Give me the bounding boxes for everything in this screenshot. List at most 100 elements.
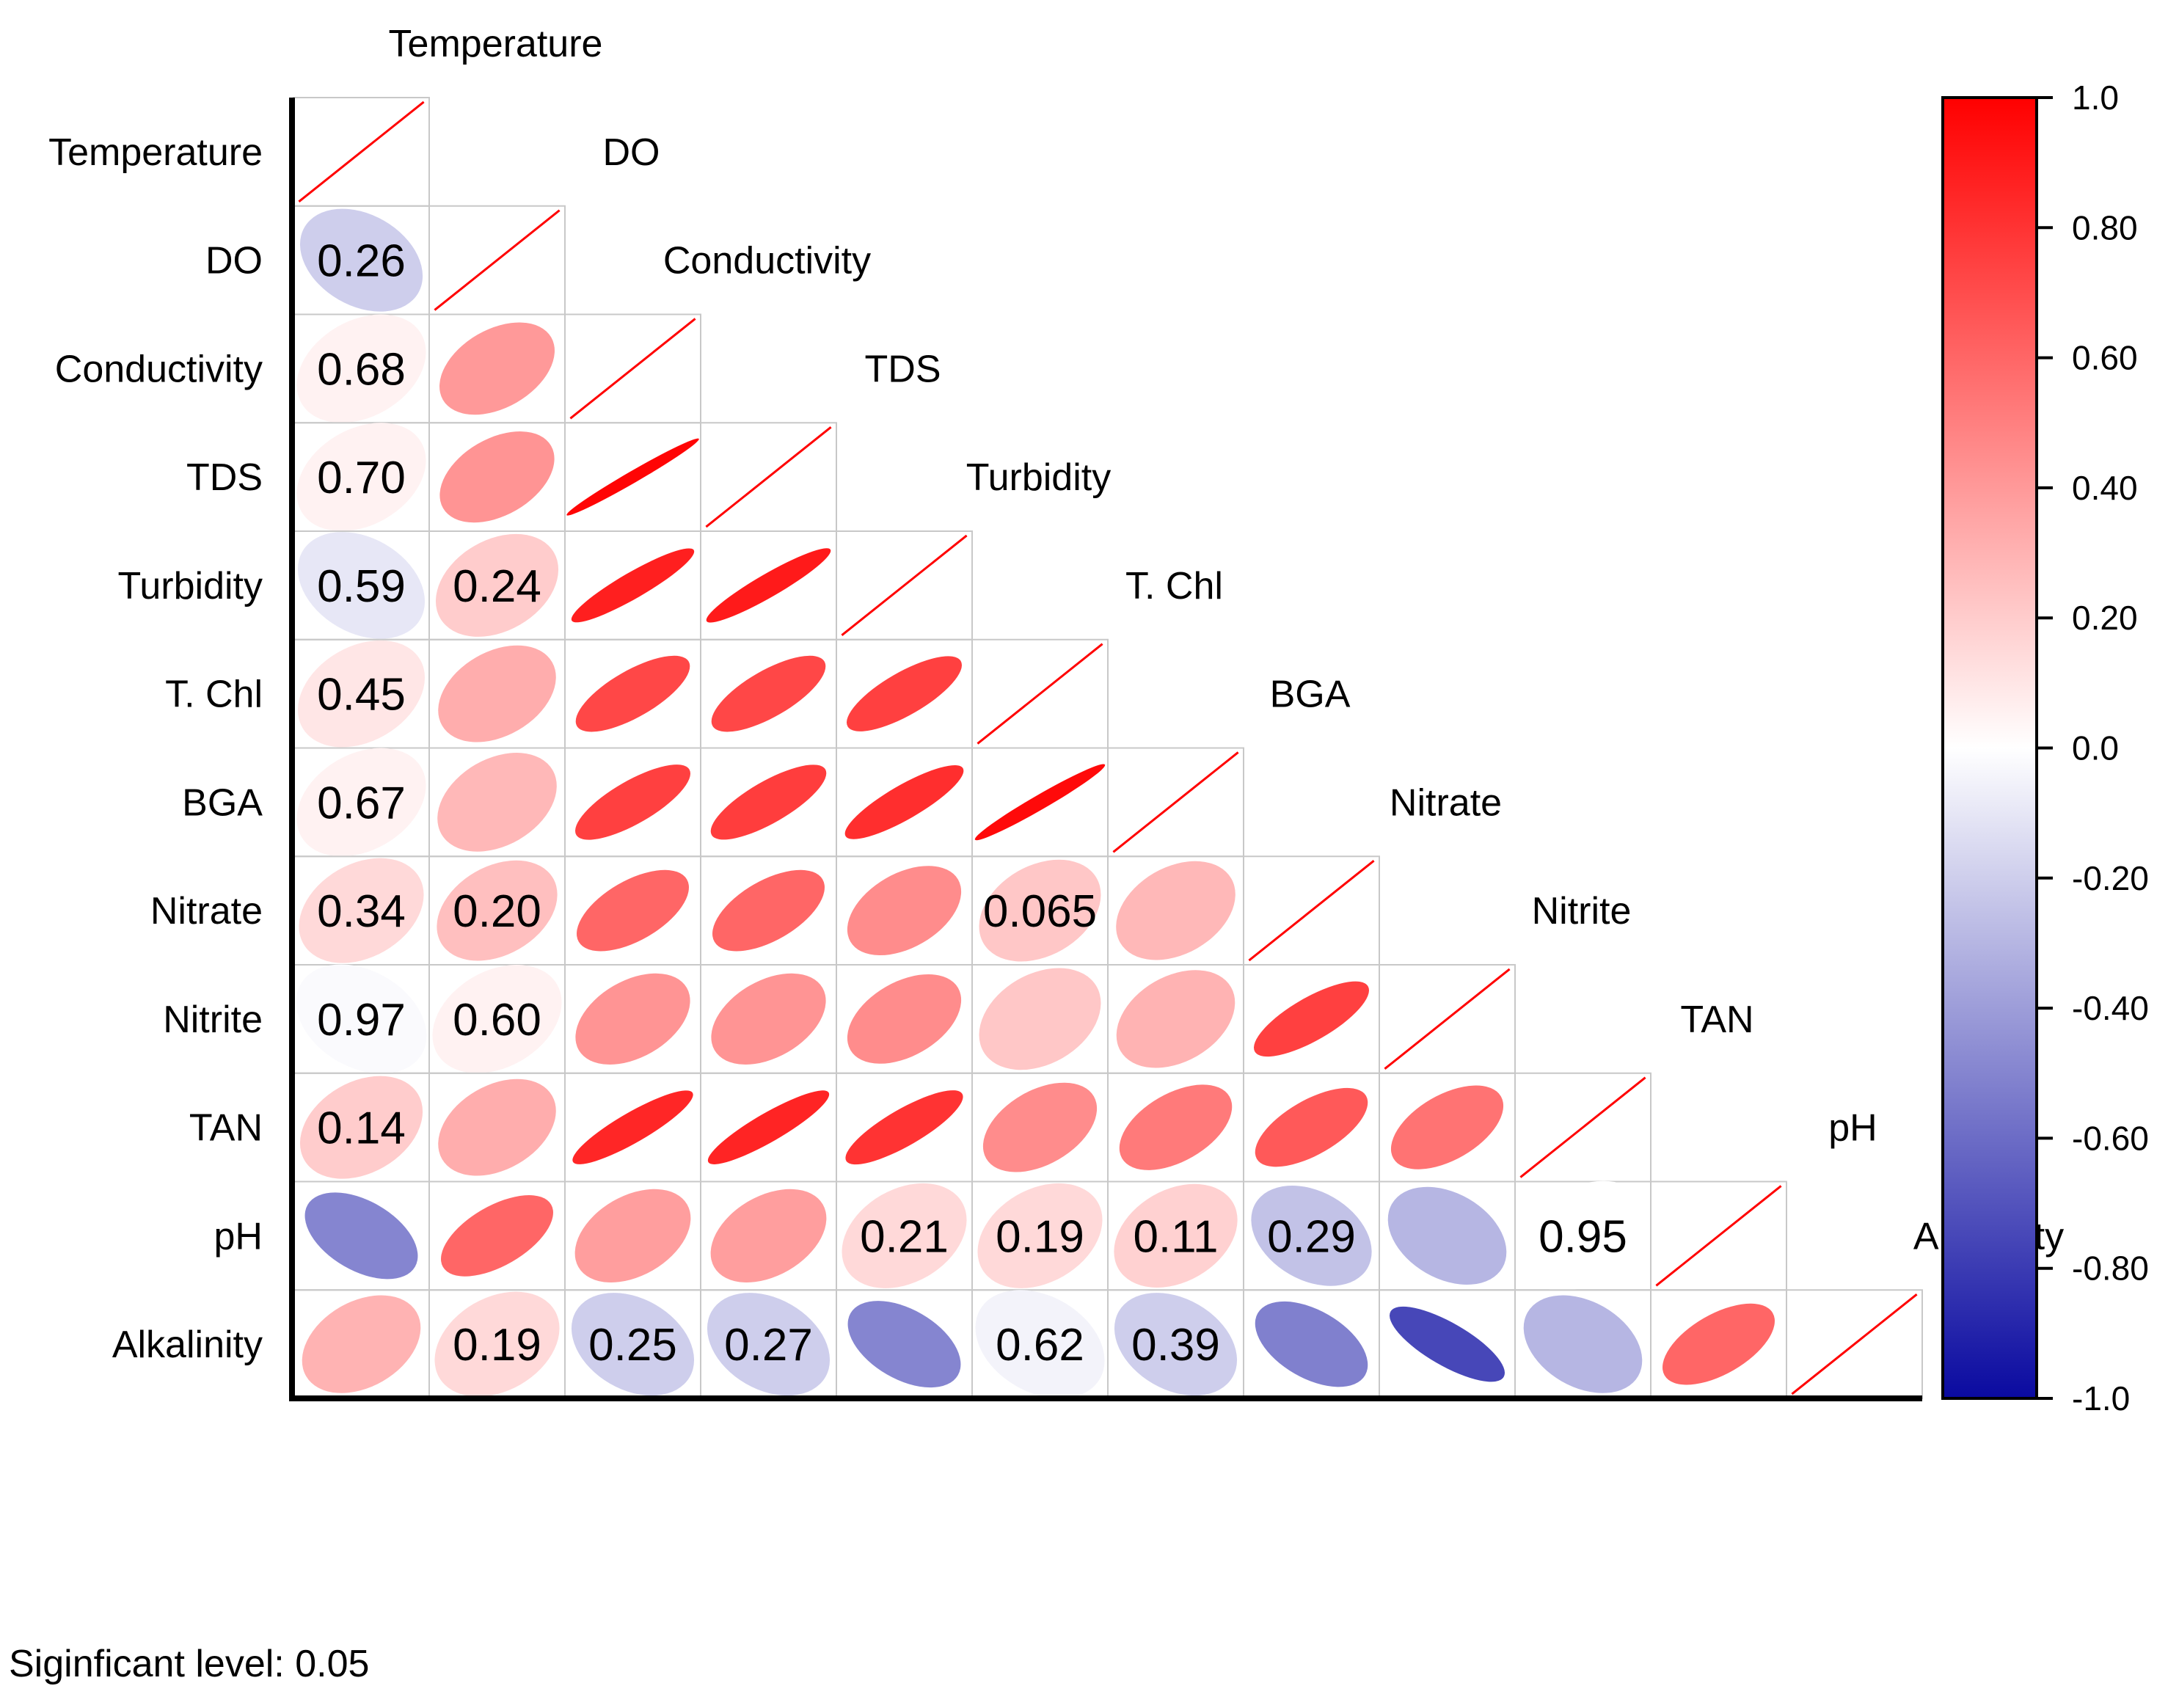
row-label-tds: TDS: [186, 456, 263, 499]
cell-turbidity-do-ellipse: [435, 533, 559, 637]
cell-ph-tds-ellipse: [710, 1189, 827, 1283]
cell-nitrite-temperature-p-value: 0.97: [317, 995, 406, 1045]
col-label-bga: BGA: [1270, 674, 1351, 716]
colorbar-tick-label: 0.0: [2072, 729, 2119, 767]
row-label-temperature: Temperature: [48, 131, 263, 174]
colorbar-tick-label: 0.60: [2072, 339, 2138, 377]
colorbar-tick-label: -1.0: [2072, 1379, 2130, 1417]
diagonal-line-conductivity: [569, 318, 696, 420]
colorbar-tick-label: -0.20: [2072, 859, 2149, 897]
col-label-ph: pH: [1828, 1107, 1877, 1150]
diagonal-line-nitrate: [1248, 859, 1375, 962]
cell-turbidity-do-p-value: 0.24: [453, 561, 541, 612]
cell-ph-tan-ellipse: [1517, 1180, 1649, 1291]
diagonal-line-do: [434, 209, 561, 311]
colorbar-tick-label: 1.0: [2072, 79, 2119, 117]
cell-tan-tds-ellipse: [707, 1090, 830, 1164]
diagonal-line-ph: [1655, 1185, 1782, 1287]
cell-tan-do-ellipse: [438, 1079, 556, 1176]
cell-t-chl-do-ellipse: [438, 645, 556, 742]
cell-ph-do-ellipse: [441, 1195, 553, 1277]
col-label-nitrate: Nitrate: [1390, 781, 1502, 824]
cell-bga-conductivity-ellipse: [574, 764, 691, 840]
cell-nitrite-t-chl-ellipse: [979, 968, 1101, 1070]
cell-nitrate-tds-ellipse: [712, 869, 825, 952]
diagonal-line-t-chl: [977, 643, 1103, 745]
cell-ph-tan-p-value: 0.95: [1539, 1211, 1627, 1262]
cell-nitrite-do-ellipse: [432, 965, 562, 1073]
cell-do-temperature-ellipse: [299, 208, 423, 312]
colorbar: 1.0 0.80 0.60 0.40 0.20 0.0 -0.20 -0.40 -0.60 -0.…: [1941, 79, 2149, 1417]
cell-t-chl-tds-ellipse: [711, 655, 826, 732]
cell-nitrate-conductivity-ellipse: [577, 869, 689, 952]
cell-nitrate-temperature-p-value: 0.34: [317, 886, 406, 937]
cell-tds-temperature-ellipse: [296, 423, 426, 531]
cell-ph-turbidity-ellipse: [842, 1183, 967, 1288]
cell-ph-t-chl-ellipse: [977, 1183, 1103, 1288]
cell-alkalinity-conductivity-p-value: 0.25: [588, 1320, 677, 1371]
cell-alkalinity-bga-p-value: 0.39: [1131, 1320, 1220, 1371]
cell-t-chl-temperature-ellipse: [297, 640, 426, 748]
col-label-t-chl: T. Chl: [1125, 565, 1223, 607]
significance-footnote: Siginficant level: 0.05: [9, 1643, 369, 1685]
colorbar-gradient: [1941, 96, 2038, 1400]
cell-nitrite-tds-ellipse: [711, 973, 826, 1065]
cell-nitrite-bga-ellipse: [1116, 970, 1236, 1068]
colorbar-tick-label: 0.20: [2072, 599, 2138, 637]
matrix-axes: [289, 98, 1922, 1401]
cell-nitrite-nitrate-ellipse: [1253, 981, 1370, 1057]
colorbar-tick-label: -0.80: [2072, 1249, 2149, 1288]
cell-turbidity-temperature-ellipse: [297, 532, 426, 639]
cell-alkalinity-t-chl-p-value: 0.62: [996, 1320, 1084, 1371]
cell-tds-temperature-p-value: 0.70: [317, 453, 406, 503]
cell-nitrite-do-p-value: 0.60: [453, 995, 541, 1045]
row-label-ph: pH: [214, 1215, 263, 1258]
cell-conductivity-do-ellipse: [439, 322, 555, 415]
cell-conductivity-temperature-p-value: 0.68: [317, 344, 406, 395]
cell-alkalinity-ph-ellipse: [1663, 1303, 1775, 1385]
cell-tds-conductivity-ellipse: [566, 438, 699, 516]
col-label-conductivity: Conductivity: [663, 240, 871, 282]
cell-tan-nitrite-ellipse: [1390, 1085, 1504, 1169]
cell-bga-temperature-p-value: 0.67: [317, 778, 406, 828]
cell-nitrite-turbidity-ellipse: [847, 974, 962, 1064]
diagonal-line-turbidity: [841, 534, 968, 637]
diagonal-line-tds: [705, 426, 832, 528]
cell-alkalinity-t-chl-ellipse: [975, 1290, 1105, 1398]
cell-ph-nitrite-ellipse: [1387, 1186, 1507, 1285]
col-label-tan: TAN: [1680, 999, 1753, 1041]
cell-bga-turbidity-ellipse: [844, 765, 964, 839]
cell-bga-temperature-ellipse: [296, 748, 426, 857]
diagonal-line-alkalinity: [1791, 1293, 1918, 1395]
cell-tan-nitrate-ellipse: [1255, 1087, 1368, 1167]
cell-tan-turbidity-ellipse: [845, 1090, 963, 1165]
cell-alkalinity-turbidity-ellipse: [847, 1301, 961, 1388]
cell-conductivity-temperature-ellipse: [296, 314, 426, 423]
col-label-do: DO: [603, 131, 660, 174]
cell-bga-t-chl-ellipse: [974, 764, 1106, 841]
cell-t-chl-conductivity-ellipse: [575, 655, 690, 732]
diagonal-line-nitrite: [1384, 968, 1511, 1070]
row-label-bga: BGA: [182, 781, 263, 824]
cell-turbidity-conductivity-ellipse: [571, 548, 695, 623]
cell-tan-conductivity-ellipse: [572, 1090, 693, 1164]
cell-tan-bga-ellipse: [1119, 1084, 1233, 1170]
colorbar-tick-label: 0.40: [2072, 469, 2138, 507]
cell-turbidity-temperature-p-value: 0.59: [317, 561, 406, 612]
cell-turbidity-tds-ellipse: [706, 548, 831, 623]
row-label-conductivity: Conductivity: [55, 348, 263, 390]
cell-alkalinity-tds-ellipse: [707, 1293, 831, 1396]
cell-tan-temperature-ellipse: [299, 1076, 423, 1179]
row-label-tan: TAN: [189, 1107, 263, 1150]
colorbar-tick-label: -0.60: [2072, 1119, 2149, 1157]
cell-bga-tds-ellipse: [710, 764, 827, 840]
cell-alkalinity-do-p-value: 0.19: [453, 1320, 541, 1371]
col-label-tds: TDS: [865, 348, 941, 390]
cell-alkalinity-bga-ellipse: [1114, 1293, 1238, 1396]
diagonal-line-temperature: [298, 101, 425, 203]
row-label-do: DO: [205, 240, 263, 282]
cell-nitrate-temperature-ellipse: [299, 858, 424, 963]
col-label-nitrite: Nitrite: [1532, 890, 1632, 933]
row-label-nitrate: Nitrate: [150, 890, 263, 933]
cell-t-chl-temperature-p-value: 0.45: [317, 670, 406, 720]
